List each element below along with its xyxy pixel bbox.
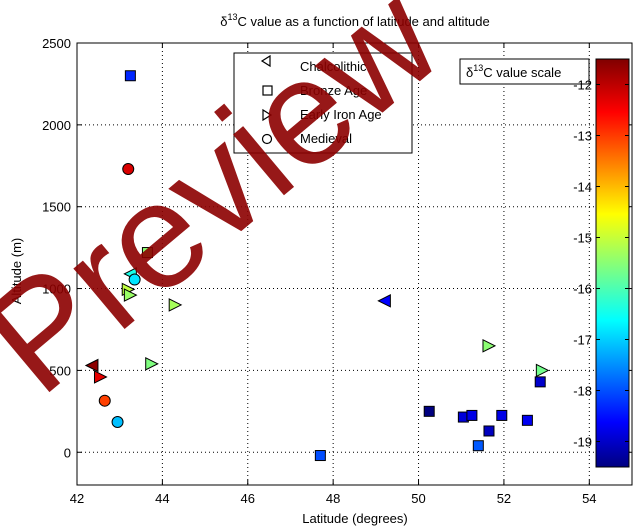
- legend-marker-chalcolithic: [260, 54, 271, 68]
- point-bronze-age: [483, 425, 495, 437]
- colorbar-title-text: δ13C value scale: [466, 63, 561, 80]
- colorbar: [595, 58, 630, 468]
- legend-marker-bronze-age: [262, 85, 273, 96]
- point-chalcolithic: [377, 294, 391, 308]
- point-bronze-age: [534, 376, 546, 388]
- colorbar-tick-label: -13: [573, 129, 592, 144]
- colorbar-ticks: -12 -13 -14 -15 -16 -17 -18 -19: [573, 78, 629, 450]
- legend-label-early-iron-age: Early Iron Age: [300, 107, 382, 122]
- point-bronze-age: [472, 440, 484, 452]
- colorbar-tick-label: -14: [573, 180, 592, 195]
- point-bronze-age: [466, 409, 478, 421]
- point-chalcolithic: [84, 358, 99, 373]
- colorbar-title-box: [459, 58, 590, 85]
- colorbar-tick-label: -18: [573, 384, 592, 399]
- x-tick-label: 42: [70, 491, 84, 506]
- point-bronze-age: [521, 414, 533, 426]
- legend-label-medieval: Medieval: [300, 131, 352, 146]
- plot-frame: [76, 42, 633, 486]
- x-tick-label: 44: [155, 491, 169, 506]
- point-early-iron-age: [168, 298, 183, 312]
- x-tick-label: 46: [241, 491, 255, 506]
- y-tick-label: 0: [64, 445, 71, 460]
- y-axis-label: Altitude (m): [9, 238, 24, 304]
- point-bronze-age: [423, 405, 435, 417]
- point-medieval: [111, 415, 124, 428]
- point-early-iron-age: [482, 339, 497, 353]
- data-points: [84, 70, 550, 462]
- y-tick-label: 1500: [42, 200, 71, 215]
- point-medieval: [98, 394, 111, 407]
- point-early-iron-age: [93, 370, 108, 384]
- axis-ticks: 42 44 46 48 50 52 54 2500 2000 1500 1000 500 0: [42, 36, 632, 506]
- point-bronze-age: [141, 247, 153, 259]
- point-early-iron-age: [145, 357, 159, 371]
- colorbar-tick-label: -12: [573, 78, 592, 93]
- point-bronze-age: [496, 409, 508, 421]
- colorbar-tick-label: -19: [573, 435, 592, 450]
- chart-title: δ13C value as a function of latitude and…: [220, 12, 490, 29]
- y-tick-label: 1000: [42, 282, 71, 297]
- y-tick-label: 2000: [42, 118, 71, 133]
- legend-label-bronze-age: Bronze Age: [300, 83, 367, 98]
- x-tick-label: 54: [582, 491, 596, 506]
- x-tick-label: 48: [326, 491, 340, 506]
- point-bronze-age: [124, 70, 136, 82]
- legend-marker-medieval: [261, 133, 273, 145]
- colorbar-tick-label: -16: [573, 282, 592, 297]
- colorbar-tick-label: -15: [573, 231, 592, 246]
- y-tick-label: 500: [49, 363, 71, 378]
- point-early-iron-age: [123, 288, 138, 302]
- legend: Chalcolithic Bronze Age Early Iron Age M…: [233, 52, 413, 154]
- point-medieval: [128, 273, 141, 286]
- colorbar-title: δ13C value scale: [459, 58, 590, 85]
- point-bronze-age: [314, 450, 326, 462]
- point-medieval: [122, 163, 135, 176]
- legend-marker-early-iron-age: [262, 108, 273, 122]
- colorbar-tick-label: -17: [573, 333, 592, 348]
- x-tick-label: 50: [411, 491, 425, 506]
- point-early-iron-age: [535, 363, 550, 378]
- legend-label-chalcolithic: Chalcolithic: [300, 59, 367, 74]
- x-axis-label: Latitude (degrees): [302, 511, 408, 526]
- x-tick-label: 52: [497, 491, 511, 506]
- y-tick-label: 2500: [42, 36, 71, 51]
